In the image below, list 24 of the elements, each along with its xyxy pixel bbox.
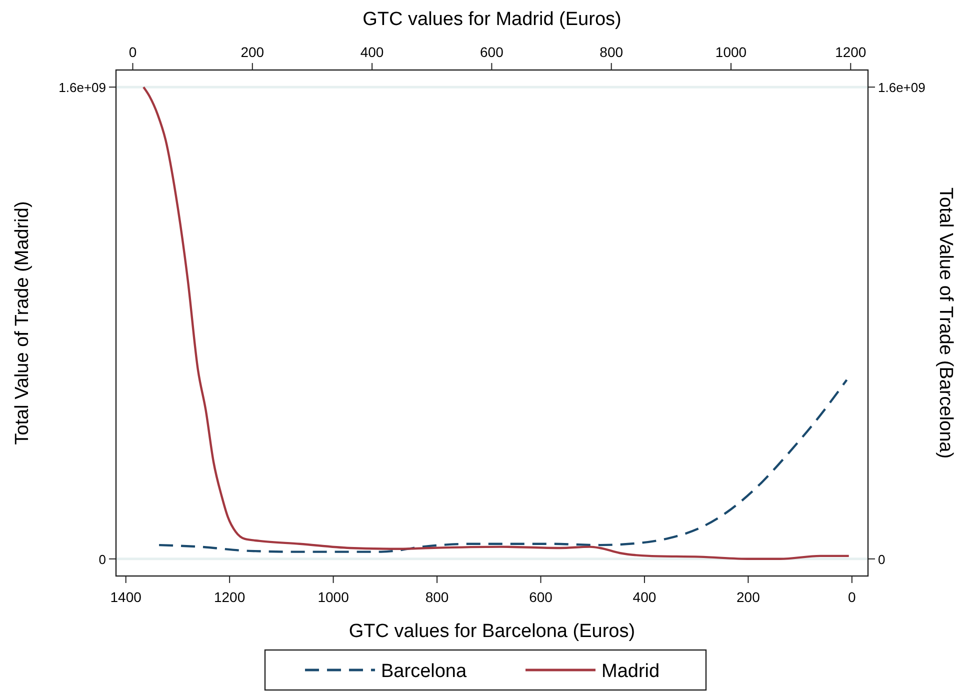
x-tick-label: 800 (425, 589, 449, 605)
x2-axis-title: GTC values for Madrid (Euros) (362, 9, 622, 30)
x-tick-label: 1400 (110, 589, 142, 605)
x2-tick-label: 0 (128, 44, 137, 60)
x-tick-label: 400 (632, 589, 656, 605)
legend-label: Madrid (602, 661, 660, 682)
y2-axis-title: Total Value of Trade (Barcelona) (935, 187, 956, 459)
x2-tick-label: 800 (600, 44, 624, 60)
x-tick-label: 1200 (214, 589, 246, 605)
x-axis-title: GTC values for Barcelona (Euros) (348, 621, 636, 642)
x2-tick-label: 400 (360, 44, 384, 60)
y-axis-title: Total Value of Trade (Madrid) (12, 201, 33, 445)
x-tick-label: 600 (529, 589, 553, 605)
x2-tick-label: 200 (240, 44, 264, 60)
y2-tick-label: 0 (878, 552, 886, 567)
x-tick-label: 1000 (318, 589, 350, 605)
x-tick-label: 200 (736, 589, 760, 605)
x2-tick-label: 1000 (715, 44, 747, 60)
x2-tick-label: 1200 (835, 44, 866, 60)
line-series (158, 378, 848, 553)
y2-tick-label: 1.6e+09 (878, 80, 926, 96)
x2-tick-label: 600 (480, 44, 504, 60)
legend-label: Barcelona (381, 661, 467, 682)
x-tick-label: 0 (848, 589, 856, 605)
